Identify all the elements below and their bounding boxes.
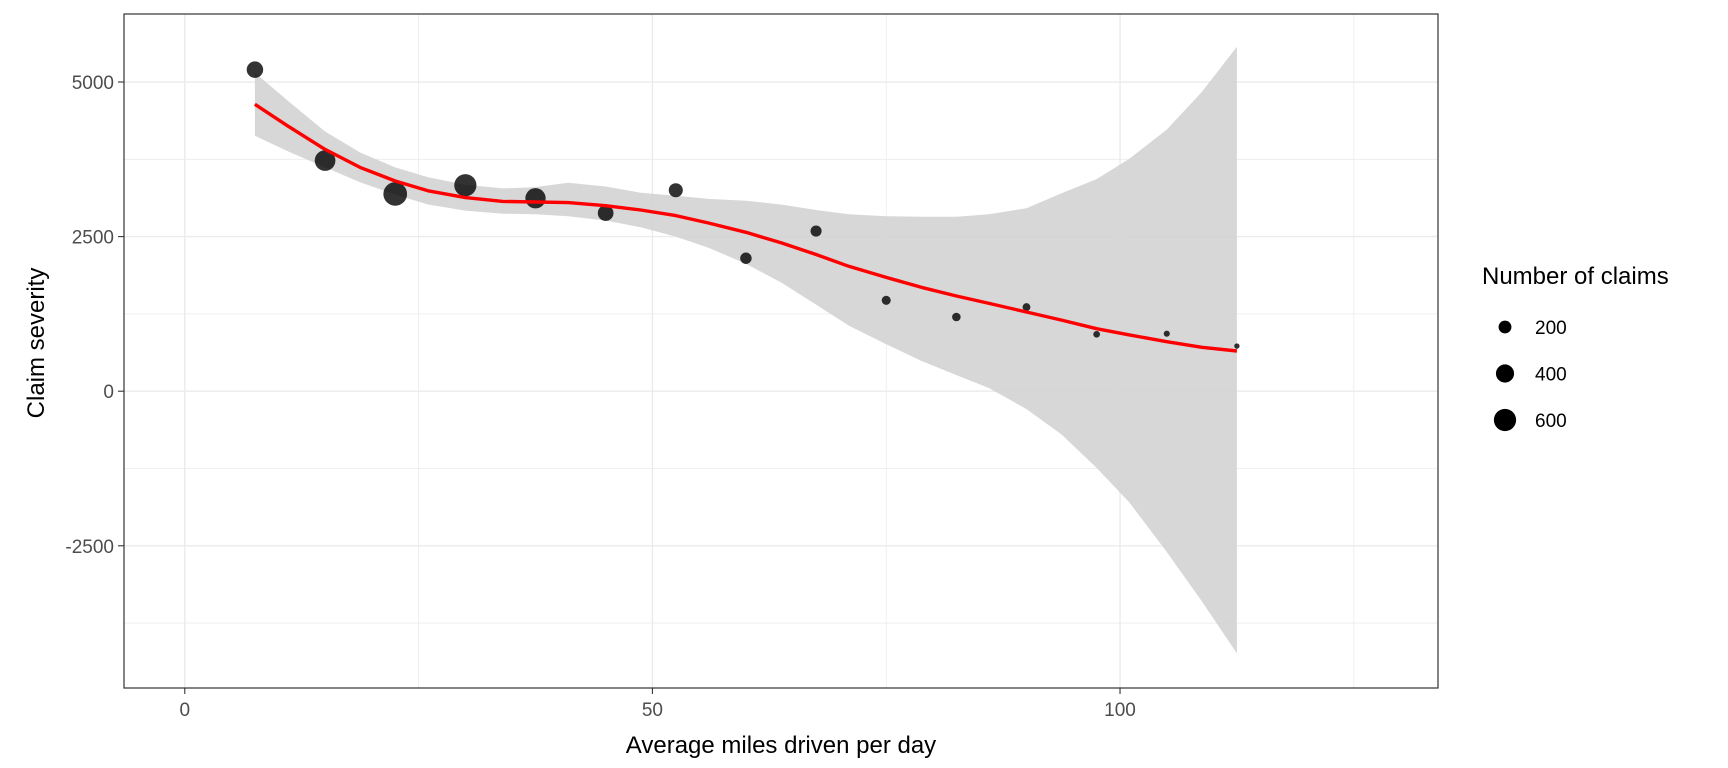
data-point <box>1022 303 1031 312</box>
data-point <box>246 61 264 78</box>
plot-panel <box>123 13 1439 689</box>
data-point <box>668 183 683 198</box>
data-point <box>383 182 408 206</box>
y-tick-label: 5000 <box>72 73 114 94</box>
x-axis-title: Average miles driven per day <box>626 732 936 759</box>
panel-background <box>124 14 1438 688</box>
data-point <box>525 188 546 209</box>
panel-border <box>123 13 1439 689</box>
legend-label: 200 <box>1535 318 1567 339</box>
data-point <box>740 252 752 264</box>
data-points <box>246 61 1240 349</box>
legend: Number of claims 200 400 600 <box>1482 263 1669 432</box>
data-point <box>1163 330 1170 337</box>
data-point <box>1234 343 1240 349</box>
data-point <box>454 174 477 197</box>
x-axis: 0 50 100 <box>180 688 1136 721</box>
legend-key <box>1498 320 1512 334</box>
legend-title: Number of claims <box>1482 263 1669 290</box>
x-tick-label: 50 <box>642 700 663 721</box>
x-tick-label: 0 <box>180 700 191 721</box>
y-axis-title: Claim severity <box>23 268 50 419</box>
data-point <box>952 312 961 322</box>
smooth-line <box>253 102 1238 353</box>
legend-label: 600 <box>1535 411 1567 432</box>
legend-label: 400 <box>1535 365 1567 386</box>
data-point <box>810 225 822 237</box>
y-tick-label: 2500 <box>72 228 114 249</box>
data-point <box>1093 330 1101 338</box>
legend-key <box>1495 364 1515 383</box>
y-axis: -2500 0 2500 5000 <box>65 73 124 558</box>
x-tick-label: 100 <box>1104 700 1136 721</box>
confidence-band <box>254 46 1237 654</box>
legend-items: 200 400 600 <box>1493 318 1567 432</box>
data-point <box>881 295 891 305</box>
data-point <box>314 150 336 171</box>
legend-key <box>1493 408 1517 432</box>
data-point <box>597 205 614 221</box>
y-tick-label: -2500 <box>65 537 114 558</box>
y-tick-label: 0 <box>103 382 114 403</box>
